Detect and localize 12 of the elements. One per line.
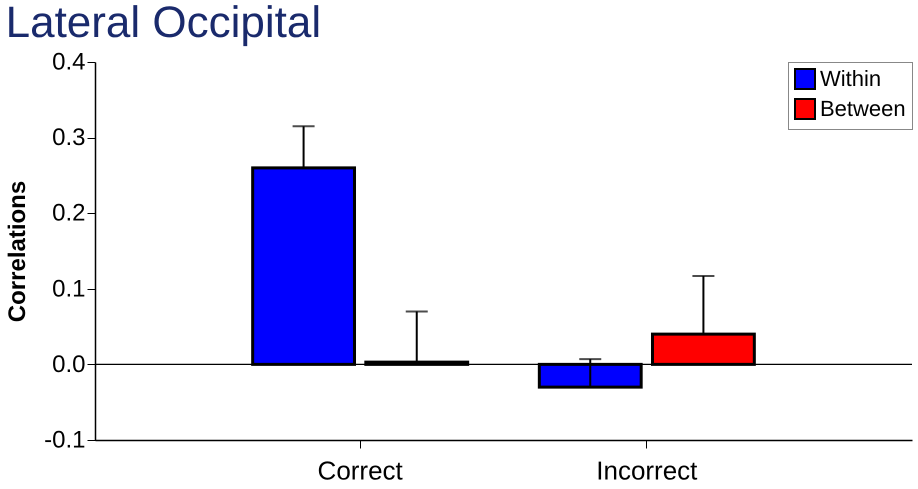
y-tick-label: -0.1 [44,426,86,454]
legend-label: Between [820,96,906,121]
x-tick-label: Incorrect [596,456,698,486]
x-tick-label: Correct [318,456,404,486]
y-tick-label: 0.2 [52,200,86,227]
y-tick-label: 0.1 [52,275,86,302]
y-tick-label: 0.0 [52,350,86,378]
y-tick-label: 0.3 [52,124,86,152]
y-axis-title: Correlations [4,180,32,322]
y-tick-label: 0.4 [52,48,86,76]
chart-title: Lateral Occipital [6,0,322,47]
legend-label: Within [820,66,882,91]
